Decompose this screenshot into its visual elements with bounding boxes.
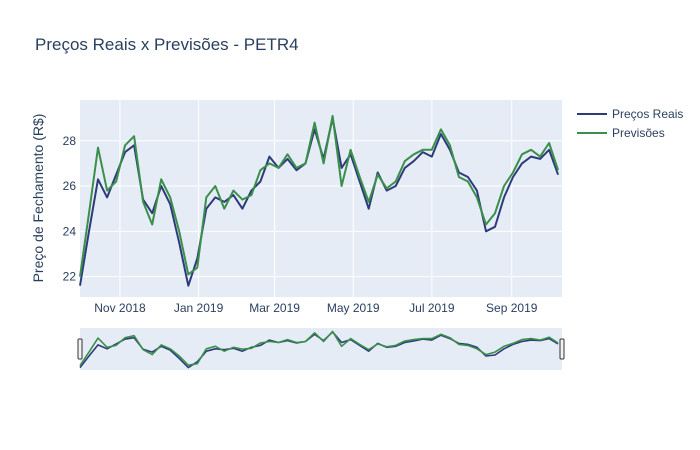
x-tick-label: Mar 2019 (249, 301, 300, 315)
y-tick-label: 28 (63, 134, 77, 148)
plot-area (80, 100, 562, 297)
legend-label-1: Preços Reais (612, 107, 683, 121)
chart-title: Preços Reais x Previsões - PETR4 (35, 35, 299, 54)
y-tick-label: 24 (63, 224, 77, 238)
legend-label-2: Previsões (612, 126, 665, 140)
x-tick-labels: Nov 2018 Jan 2019 Mar 2019 May 2019 Jul 2019… (94, 301, 537, 315)
slider-handle-right[interactable] (559, 338, 565, 360)
y-tick-label: 26 (63, 179, 77, 193)
x-tick-label: Jan 2019 (174, 301, 224, 315)
y-tick-label: 22 (63, 270, 77, 284)
slider-handle-left[interactable] (77, 338, 83, 360)
series-line-2 (79, 114, 560, 277)
legend: Preços Reais Previsões (577, 107, 683, 140)
range-slider[interactable] (80, 328, 562, 370)
x-tick-label: Sep 2019 (486, 301, 538, 315)
range-slider-handles[interactable] (77, 338, 565, 360)
x-tick-label: May 2019 (327, 301, 380, 315)
y-tick-labels: 22 24 26 28 (63, 134, 77, 284)
y-axis-title: Preço de Fechamento (R$) (30, 114, 46, 283)
x-tick-label: Nov 2018 (94, 301, 146, 315)
x-tick-label: Jul 2019 (409, 301, 455, 315)
range-slider-lines (79, 330, 559, 369)
series-lines (79, 114, 560, 287)
slider-series-line-2 (79, 330, 559, 367)
